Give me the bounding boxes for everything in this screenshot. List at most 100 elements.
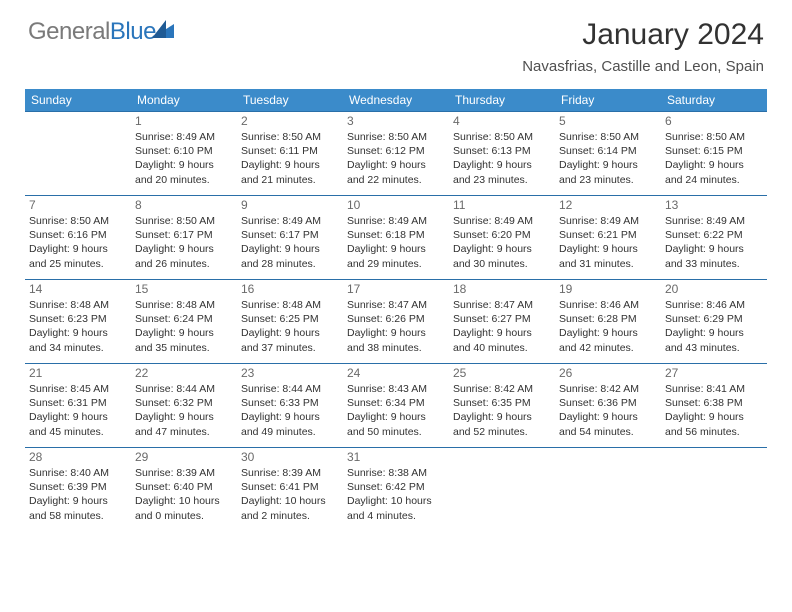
day-number: 20 [665,282,763,296]
day-number: 11 [453,198,551,212]
calendar-cell: 1Sunrise: 8:49 AMSunset: 6:10 PMDaylight… [131,112,237,196]
logo-text-part2: Blue [110,18,156,45]
day-number: 10 [347,198,445,212]
day-number: 6 [665,114,763,128]
calendar-cell: 13 Sunrise: 8:49 AMSunset: 6:22 PMDayligh… [661,196,767,280]
day-info: Sunrise: 8:50 AMSunset: 6:13 PMDaylight:… [453,130,551,187]
calendar-cell: 16Sunrise: 8:48 AMSunset: 6:25 PMDayligh… [237,280,343,364]
calendar-cell: 22 Sunrise: 8:44 AMSunset: 6:32 PMDayligh… [131,364,237,448]
calendar-cell: 19 Sunrise: 8:46 AMSunset: 6:28 PMDayligh… [555,280,661,364]
day-number: 27 [665,366,763,380]
day-info: Sunrise: 8:48 AMSunset: 6:23 PMDaylight:… [29,298,127,355]
day-info: Sunrise: 8:50 AMSunset: 6:12 PMDaylight:… [347,130,445,187]
calendar-cell: 20 Sunrise: 8:46 AMSunset: 6:29 PMDayligh… [661,280,767,364]
day-info: Sunrise: 8:41 AMSunset: 6:38 PMDaylight:… [665,382,763,439]
day-info: Sunrise: 8:46 AMSunset: 6:29 PMDaylight:… [665,298,763,355]
calendar-cell: 29 Sunrise: 8:39 AMSunset: 6:40 PMDayligh… [131,448,237,532]
weekday-header: Sunday [25,89,131,112]
calendar-cell: 8 Sunrise: 8:50 AMSunset: 6:17 PMDaylight… [131,196,237,280]
calendar-cell: 9 Sunrise: 8:49 AMSunset: 6:17 PMDaylight… [237,196,343,280]
day-number: 22 [135,366,233,380]
day-number: 8 [135,198,233,212]
day-info: Sunrise: 8:50 AMSunset: 6:15 PMDaylight:… [665,130,763,187]
day-number: 9 [241,198,339,212]
calendar-cell: 4 Sunrise: 8:50 AMSunset: 6:13 PMDaylight… [449,112,555,196]
day-info: Sunrise: 8:42 AMSunset: 6:36 PMDaylight:… [559,382,657,439]
calendar-cell: 11 Sunrise: 8:49 AMSunset: 6:20 PMDayligh… [449,196,555,280]
calendar-cell [25,112,131,196]
day-info: Sunrise: 8:49 AMSunset: 6:18 PMDaylight:… [347,214,445,271]
day-info: Sunrise: 8:45 AMSunset: 6:31 PMDaylight:… [29,382,127,439]
day-number: 25 [453,366,551,380]
day-number: 30 [241,450,339,464]
day-number: 17 [347,282,445,296]
day-number: 4 [453,114,551,128]
weekday-header: Friday [555,89,661,112]
day-number: 2 [241,114,339,128]
calendar-cell: 5 Sunrise: 8:50 AMSunset: 6:14 PMDaylight… [555,112,661,196]
calendar-cell [555,448,661,532]
day-number: 1 [135,114,233,128]
month-title: January 2024 [522,18,764,52]
weekday-row: Sunday Monday Tuesday Wednesday Thursday… [25,89,767,112]
calendar-cell: 21 Sunrise: 8:45 AMSunset: 6:31 PMDayligh… [25,364,131,448]
calendar-cell: 31 Sunrise: 8:38 AMSunset: 6:42 PMDayligh… [343,448,449,532]
day-info: Sunrise: 8:43 AMSunset: 6:34 PMDaylight:… [347,382,445,439]
calendar-cell: 6 Sunrise: 8:50 AMSunset: 6:15 PMDaylight… [661,112,767,196]
day-number: 24 [347,366,445,380]
day-info: Sunrise: 8:49 AMSunset: 6:22 PMDaylight:… [665,214,763,271]
title-block: January 2024 Navasfrias, Castille and Le… [522,18,764,75]
day-number: 15 [135,282,233,296]
calendar-cell: 23 Sunrise: 8:44 AMSunset: 6:33 PMDayligh… [237,364,343,448]
day-info: Sunrise: 8:44 AMSunset: 6:33 PMDaylight:… [241,382,339,439]
day-info: Sunrise: 8:42 AMSunset: 6:35 PMDaylight:… [453,382,551,439]
day-info: Sunrise: 8:39 AMSunset: 6:40 PMDaylight:… [135,466,233,523]
calendar-cell: 25 Sunrise: 8:42 AMSunset: 6:35 PMDayligh… [449,364,555,448]
day-info: Sunrise: 8:40 AMSunset: 6:39 PMDaylight:… [29,466,127,523]
day-number: 28 [29,450,127,464]
day-info: Sunrise: 8:49 AMSunset: 6:20 PMDaylight:… [453,214,551,271]
calendar-cell: 28 Sunrise: 8:40 AMSunset: 6:39 PMDayligh… [25,448,131,532]
logo-triangle-icon [152,20,174,38]
day-info: Sunrise: 8:44 AMSunset: 6:32 PMDaylight:… [135,382,233,439]
day-info: Sunrise: 8:46 AMSunset: 6:28 PMDaylight:… [559,298,657,355]
calendar-cell [449,448,555,532]
day-info: Sunrise: 8:48 AMSunset: 6:25 PMDaylight:… [241,298,339,355]
day-number: 29 [135,450,233,464]
calendar-row: 28 Sunrise: 8:40 AMSunset: 6:39 PMDayligh… [25,448,767,532]
logo-text-part1: General [28,18,110,45]
day-info: Sunrise: 8:49 AMSunset: 6:21 PMDaylight:… [559,214,657,271]
calendar-row: 7 Sunrise: 8:50 AMSunset: 6:16 PMDaylight… [25,196,767,280]
day-number: 21 [29,366,127,380]
day-number: 12 [559,198,657,212]
weekday-header: Saturday [661,89,767,112]
day-info: Sunrise: 8:50 AMSunset: 6:17 PMDaylight:… [135,214,233,271]
calendar-cell: 10 Sunrise: 8:49 AMSunset: 6:18 PMDayligh… [343,196,449,280]
header: GeneralBlue January 2024 Navasfrias, Cas… [0,0,792,81]
day-info: Sunrise: 8:39 AMSunset: 6:41 PMDaylight:… [241,466,339,523]
day-info: Sunrise: 8:50 AMSunset: 6:11 PMDaylight:… [241,130,339,187]
day-info: Sunrise: 8:49 AMSunset: 6:17 PMDaylight:… [241,214,339,271]
day-number: 7 [29,198,127,212]
calendar-table: Sunday Monday Tuesday Wednesday Thursday… [25,89,767,532]
calendar-body: 1Sunrise: 8:49 AMSunset: 6:10 PMDaylight… [25,112,767,532]
day-info: Sunrise: 8:50 AMSunset: 6:14 PMDaylight:… [559,130,657,187]
day-number: 23 [241,366,339,380]
day-info: Sunrise: 8:50 AMSunset: 6:16 PMDaylight:… [29,214,127,271]
weekday-header: Wednesday [343,89,449,112]
weekday-header: Tuesday [237,89,343,112]
calendar-cell [661,448,767,532]
calendar-row: 14Sunrise: 8:48 AMSunset: 6:23 PMDayligh… [25,280,767,364]
day-info: Sunrise: 8:38 AMSunset: 6:42 PMDaylight:… [347,466,445,523]
day-number: 19 [559,282,657,296]
day-number: 26 [559,366,657,380]
day-number: 31 [347,450,445,464]
day-info: Sunrise: 8:47 AMSunset: 6:27 PMDaylight:… [453,298,551,355]
calendar-cell: 15 Sunrise: 8:48 AMSunset: 6:24 PMDayligh… [131,280,237,364]
day-number: 13 [665,198,763,212]
day-number: 5 [559,114,657,128]
day-info: Sunrise: 8:48 AMSunset: 6:24 PMDaylight:… [135,298,233,355]
calendar-cell: 7 Sunrise: 8:50 AMSunset: 6:16 PMDaylight… [25,196,131,280]
weekday-header: Monday [131,89,237,112]
day-info: Sunrise: 8:47 AMSunset: 6:26 PMDaylight:… [347,298,445,355]
